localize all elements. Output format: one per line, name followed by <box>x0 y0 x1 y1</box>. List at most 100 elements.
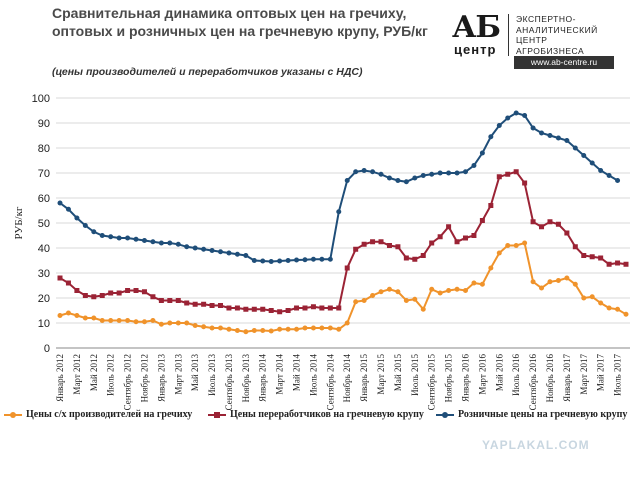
data-point-series-1 <box>150 318 156 323</box>
data-point-series-3 <box>268 259 274 264</box>
y-tick-label: 20 <box>38 293 50 305</box>
data-point-series-3 <box>167 240 173 246</box>
data-point-series-3 <box>285 258 291 263</box>
data-point-series-2 <box>462 235 468 241</box>
logo-line1: ЭКСПЕРТНО- <box>516 14 576 24</box>
data-point-series-3 <box>539 130 545 136</box>
data-point-series-3 <box>462 169 468 175</box>
data-point-series-3 <box>547 133 553 138</box>
data-point-series-3 <box>370 169 376 175</box>
data-point-series-2 <box>184 300 190 306</box>
legend-label-retail: Розничные цены на гречневую крупу <box>458 409 628 420</box>
data-point-series-1 <box>310 325 316 331</box>
chart-subtitle: (цены производителей и переработчиков ук… <box>52 66 363 78</box>
data-point-series-3 <box>133 236 139 242</box>
data-point-series-1 <box>201 324 207 330</box>
x-tick-label: Ноябрь 2014 <box>342 354 352 403</box>
data-point-series-2 <box>285 308 291 313</box>
data-point-series-2 <box>471 233 477 238</box>
data-point-series-2 <box>336 305 342 311</box>
data-point-series-1 <box>623 311 629 317</box>
data-point-series-3 <box>615 178 621 183</box>
data-point-series-1 <box>547 279 553 285</box>
data-point-series-3 <box>243 253 249 258</box>
data-point-series-3 <box>201 246 207 252</box>
data-point-series-3 <box>403 179 409 185</box>
data-point-series-2 <box>513 169 519 175</box>
logo-text: ЭКСПЕРТНО- АНАЛИТИЧЕСКИЙ ЦЕНТР АГРОБИЗНЕ… <box>516 14 598 56</box>
data-point-series-2 <box>555 221 561 227</box>
data-point-series-2 <box>522 180 528 186</box>
data-point-series-2 <box>479 218 485 223</box>
x-tick-label: Март 2016 <box>477 354 487 395</box>
data-point-series-3 <box>260 258 266 264</box>
data-point-series-1 <box>479 281 485 287</box>
data-point-series-3 <box>108 234 114 240</box>
data-point-series-1 <box>403 298 409 303</box>
data-point-series-2 <box>108 290 114 296</box>
data-point-series-2 <box>116 290 122 296</box>
data-point-series-3 <box>530 125 536 131</box>
data-point-series-3 <box>234 251 240 257</box>
x-tick-label: Май 2013 <box>190 354 200 392</box>
data-point-series-2 <box>218 303 224 308</box>
data-point-series-1 <box>488 265 494 271</box>
data-point-series-1 <box>572 281 578 287</box>
x-tick-label: Май 2014 <box>292 354 302 392</box>
data-point-series-2 <box>319 305 325 311</box>
x-tick-label: Ноябрь 2013 <box>241 354 251 403</box>
data-point-series-2 <box>310 304 316 310</box>
data-point-series-3 <box>437 170 443 176</box>
data-point-series-2 <box>615 260 621 266</box>
x-tick-label: Июль 2016 <box>511 354 521 396</box>
data-point-series-2 <box>302 305 308 311</box>
data-point-series-3 <box>429 171 435 177</box>
x-tick-label: Ноябрь 2012 <box>139 354 149 402</box>
data-point-series-1 <box>99 318 105 323</box>
data-point-series-3 <box>598 168 604 173</box>
data-point-series-3 <box>353 169 359 175</box>
logo-line2: АНАЛИТИЧЕСКИЙ <box>516 24 598 35</box>
data-point-series-3 <box>158 240 164 246</box>
data-point-series-1 <box>462 288 468 293</box>
data-point-series-2 <box>175 298 181 303</box>
data-point-series-3 <box>116 235 122 241</box>
data-point-series-2 <box>412 256 418 262</box>
data-point-series-1 <box>277 326 283 332</box>
data-point-series-1 <box>65 310 71 316</box>
data-point-series-1 <box>522 240 528 246</box>
data-point-series-1 <box>226 326 232 332</box>
data-point-series-1 <box>108 318 114 323</box>
data-point-series-2 <box>327 305 333 311</box>
data-point-series-2 <box>251 306 257 312</box>
data-point-series-2 <box>496 174 502 180</box>
data-point-series-2 <box>598 255 604 261</box>
data-point-series-3 <box>496 123 502 128</box>
data-point-series-2 <box>429 240 435 246</box>
x-tick-label: Сентябрь 2015 <box>427 354 437 411</box>
data-point-series-2 <box>505 171 511 177</box>
data-point-series-1 <box>513 243 519 248</box>
data-point-series-3 <box>386 175 392 181</box>
data-point-series-1 <box>192 323 198 328</box>
data-point-series-3 <box>175 241 181 247</box>
chart-legend: Цены с/х производителей на гречиху Цены … <box>0 406 640 426</box>
data-point-series-2 <box>361 241 367 247</box>
y-axis-label: РУБ/кг <box>13 206 25 239</box>
data-point-series-1 <box>175 320 181 326</box>
data-point-series-3 <box>99 233 105 238</box>
legend-swatch-retail <box>436 410 454 420</box>
x-tick-label: Июль 2014 <box>308 354 318 396</box>
data-point-series-1 <box>606 305 612 311</box>
data-point-series-1 <box>158 321 164 327</box>
data-point-series-2 <box>437 234 443 240</box>
x-tick-label: Январь 2014 <box>258 354 268 402</box>
legend-swatch-producers <box>4 410 22 420</box>
data-point-series-2 <box>572 244 578 250</box>
data-point-series-2 <box>57 275 63 281</box>
data-point-series-1 <box>184 320 190 326</box>
watermark: YAPLAKAL.COM <box>482 438 590 452</box>
data-point-series-1 <box>615 306 621 312</box>
data-point-series-2 <box>581 253 587 258</box>
